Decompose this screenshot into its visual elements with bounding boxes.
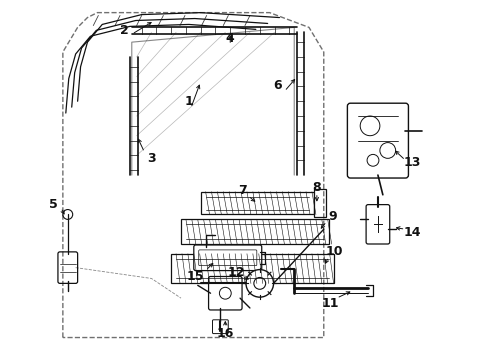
- Text: 4: 4: [226, 32, 235, 45]
- Text: 14: 14: [404, 226, 421, 239]
- Circle shape: [63, 210, 73, 219]
- Text: 11: 11: [322, 297, 340, 310]
- FancyBboxPatch shape: [209, 276, 242, 310]
- FancyBboxPatch shape: [213, 320, 228, 334]
- Bar: [201, 192, 314, 215]
- Text: 16: 16: [217, 327, 234, 340]
- Text: 2: 2: [120, 24, 128, 37]
- Text: 10: 10: [326, 246, 343, 258]
- Text: 7: 7: [238, 184, 246, 197]
- Bar: [314, 189, 326, 217]
- Bar: [181, 219, 329, 244]
- FancyBboxPatch shape: [366, 204, 390, 244]
- Circle shape: [254, 278, 266, 289]
- Circle shape: [246, 270, 273, 297]
- Text: 6: 6: [273, 79, 282, 92]
- Text: 8: 8: [313, 181, 321, 194]
- Text: 9: 9: [328, 210, 337, 223]
- Text: 5: 5: [49, 198, 57, 211]
- FancyBboxPatch shape: [347, 103, 409, 178]
- Circle shape: [220, 287, 231, 299]
- FancyBboxPatch shape: [194, 245, 262, 271]
- Text: 1: 1: [185, 95, 193, 108]
- FancyBboxPatch shape: [58, 252, 77, 283]
- Text: 15: 15: [187, 270, 204, 283]
- Text: 12: 12: [227, 266, 245, 279]
- Bar: [171, 254, 334, 283]
- Text: 13: 13: [404, 156, 421, 169]
- Text: 3: 3: [147, 152, 156, 165]
